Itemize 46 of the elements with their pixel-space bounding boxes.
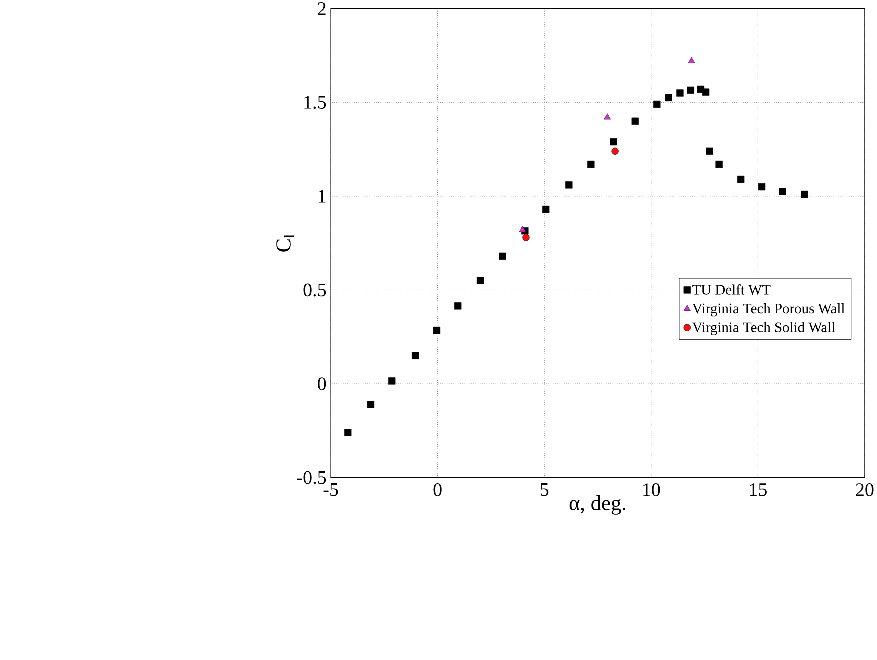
point bbox=[706, 148, 714, 156]
y-axis-title: C$_{l}$ bbox=[276, 234, 295, 252]
point bbox=[454, 302, 462, 310]
point bbox=[654, 101, 661, 108]
legend-label: TU Delft WT bbox=[692, 284, 771, 296]
y-tick-label: -0.5 bbox=[297, 471, 326, 484]
point bbox=[801, 191, 808, 198]
point bbox=[344, 429, 352, 436]
x-tick-label: 10 bbox=[644, 484, 660, 496]
y-tick-label: 1 bbox=[318, 190, 326, 203]
point bbox=[610, 138, 618, 146]
point bbox=[632, 118, 639, 126]
legend-label: Virginia Tech Porous Wall bbox=[692, 304, 845, 317]
point bbox=[688, 57, 696, 64]
x-tick-label: 15 bbox=[750, 484, 767, 496]
legend-label: Virginia Tech Solid Wall bbox=[692, 322, 836, 336]
point bbox=[612, 148, 619, 156]
point bbox=[716, 161, 723, 168]
x-tick-label: -5 bbox=[324, 484, 338, 496]
x-tick-label: 20 bbox=[856, 484, 874, 496]
point bbox=[367, 401, 375, 408]
y-tick-label: 0 bbox=[318, 378, 326, 391]
point bbox=[665, 94, 672, 102]
point bbox=[604, 114, 612, 120]
x-tick-label: 0 bbox=[434, 484, 442, 496]
point bbox=[522, 234, 530, 242]
point bbox=[687, 86, 694, 94]
point bbox=[588, 161, 595, 168]
point bbox=[758, 184, 766, 191]
x-axis-title: α, deg. bbox=[570, 496, 626, 516]
point bbox=[738, 176, 745, 184]
y-tick-label: 2 bbox=[318, 2, 326, 16]
point bbox=[476, 277, 484, 285]
point bbox=[566, 182, 573, 189]
y-tick-label: 1.5 bbox=[304, 96, 326, 110]
point bbox=[779, 188, 786, 196]
point bbox=[676, 90, 684, 97]
y-tick-label: 0.5 bbox=[304, 284, 326, 297]
point bbox=[519, 226, 526, 232]
point bbox=[702, 88, 710, 96]
point bbox=[542, 206, 550, 214]
point bbox=[412, 352, 420, 360]
point bbox=[433, 327, 441, 334]
x-tick-label: 5 bbox=[540, 484, 549, 496]
point bbox=[499, 252, 506, 260]
point bbox=[388, 378, 396, 385]
